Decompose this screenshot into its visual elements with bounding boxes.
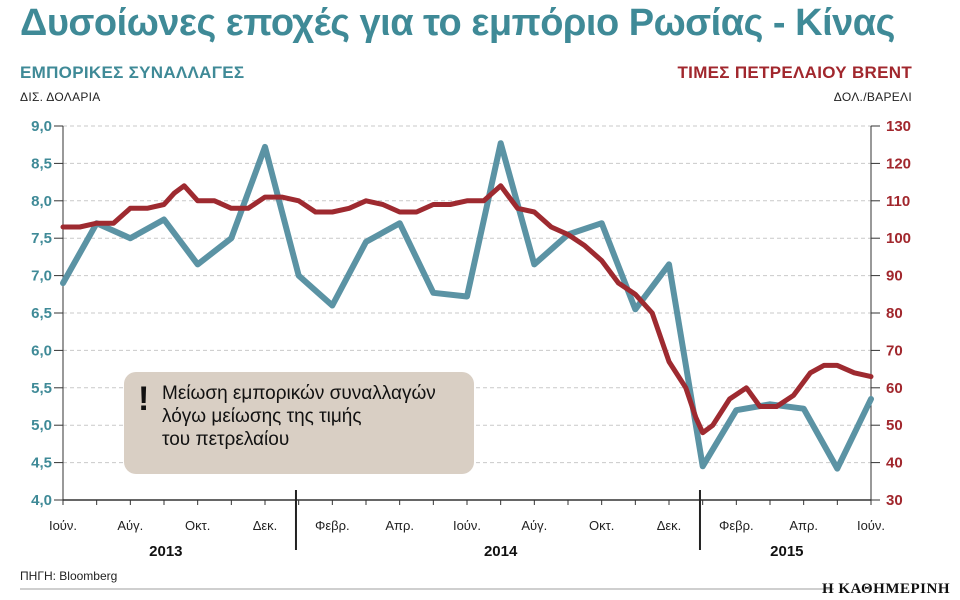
x-tick-label: Ιούν. (857, 518, 885, 533)
left-tick-label: 4,5 (31, 455, 52, 472)
trade-volume-line (60, 140, 874, 472)
bottom-divider (20, 588, 834, 590)
left-tick-label: 5,0 (31, 417, 52, 434)
exclamation-icon: ! (138, 380, 150, 418)
right-axis-unit: ΔΟΛ./ΒΑΡΕΛΙ (833, 90, 912, 104)
right-tick-label: 30 (886, 492, 903, 509)
x-tick-label: Απρ. (789, 518, 818, 533)
left-tick-label: 4,0 (31, 492, 52, 509)
annotation-line: λόγω μείωσης της τιμής (162, 406, 362, 427)
right-axis-label: ΤΙΜΕΣ ΠΕΤΡΕΛΑΙΟΥ BRENT (677, 63, 912, 82)
annotation-line: του πετρελαίου (162, 429, 290, 450)
annotation-box: ! Μείωση εμπορικών συναλλαγών λόγω μείωσ… (124, 372, 474, 474)
left-tick-label: 6,5 (31, 305, 52, 322)
left-tick-label: 5,5 (31, 380, 52, 397)
left-axis-unit: ΔΙΣ. ΔΟΛΑΡΙΑ (20, 90, 101, 104)
right-tick-label: 70 (886, 342, 903, 359)
x-tick-label: Φεβρ. (315, 518, 350, 533)
left-axis-label: ΕΜΠΟΡΙΚΕΣ ΣΥΝΑΛΛΑΓΕΣ (20, 63, 245, 82)
left-tick-label: 7,5 (31, 230, 52, 247)
x-tick-label: Αύγ. (117, 518, 143, 533)
chart-title: Δυσοίωνες εποχές για το εμπόριο Ρωσίας -… (20, 2, 895, 44)
year-labels: 2013 2014 2015 (149, 543, 803, 560)
x-tick-label: Δεκ. (657, 518, 682, 533)
right-tick-label: 130 (886, 118, 911, 135)
x-tick-label: Δεκ. (253, 518, 278, 533)
right-tick-label: 40 (886, 455, 903, 472)
right-tick-labels: 30 40 50 60 70 80 90 100 110 120 130 (886, 118, 911, 509)
x-tick-label: Οκτ. (589, 518, 614, 533)
x-tick-label: Απρ. (385, 518, 414, 533)
right-tick-label: 50 (886, 417, 903, 434)
right-tick-label: 60 (886, 380, 903, 397)
right-tick-label: 80 (886, 305, 903, 322)
left-tick-label: 7,0 (31, 268, 52, 285)
series-lines (60, 140, 874, 472)
x-tick-label: Ιούν. (453, 518, 481, 533)
left-tick-label: 9,0 (31, 118, 52, 135)
publisher-logo: Η ΚΑΘΗΜΕΡΙΝΗ (821, 581, 950, 597)
brent-price-line (60, 183, 874, 436)
right-tick-label: 90 (886, 268, 903, 285)
annotation-line: Μείωση εμπορικών συναλλαγών (162, 383, 436, 404)
right-tick-label: 110 (886, 193, 910, 210)
right-tick-label: 100 (886, 230, 911, 247)
x-tick-labels: Ιούν. Αύγ. Οκτ. Δεκ. Φεβρ. Απρ. Ιούν. Αύγ. Οκτ. Δ… (49, 518, 885, 533)
x-tick-label: Αύγ. (521, 518, 547, 533)
annotation-text: Μείωση εμπορικών συναλλαγών λόγω μείωσης… (162, 382, 436, 451)
year-label: 2013 (149, 543, 182, 560)
x-tick-label: Ιούν. (49, 518, 77, 533)
left-tick-labels: 4,0 4,5 5,0 5,5 6,0 6,5 7,0 7,5 8,0 8,5 9,0 (31, 118, 52, 509)
left-tick-label: 8,0 (31, 193, 52, 210)
year-label: 2014 (484, 543, 518, 560)
source-note: ΠΗΓΗ: Bloomberg (20, 569, 118, 583)
year-label: 2015 (770, 543, 803, 560)
left-tick-label: 6,0 (31, 342, 52, 359)
x-tick-label: Φεβρ. (719, 518, 754, 533)
x-tick-label: Οκτ. (185, 518, 210, 533)
right-tick-label: 120 (886, 155, 911, 172)
left-tick-label: 8,5 (31, 155, 52, 172)
